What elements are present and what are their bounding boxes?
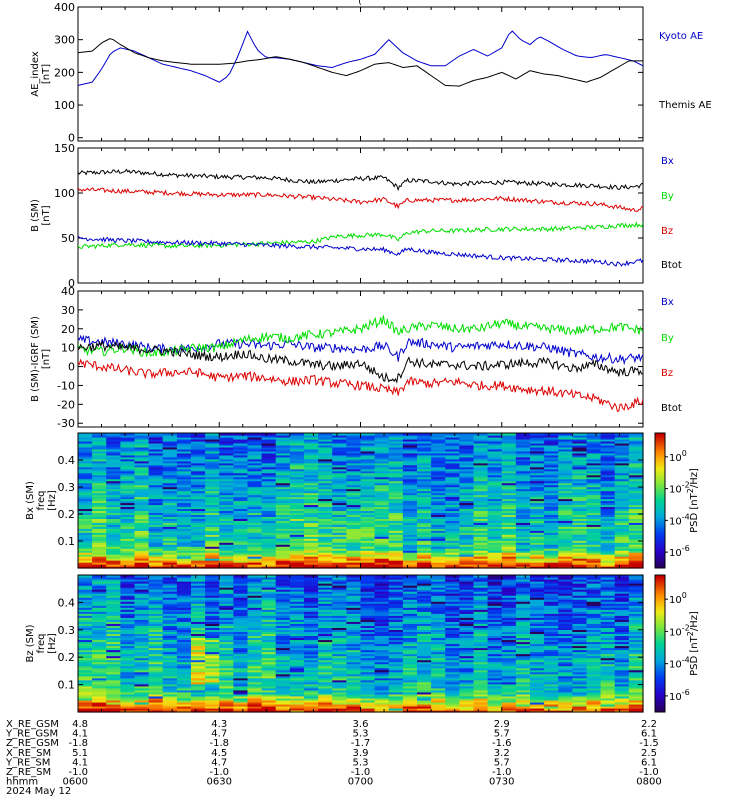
bsm-ylabel: [nT] <box>41 205 52 225</box>
title-fragment: ( <box>358 0 362 7</box>
bsm_igrf-series-bx-line <box>78 336 643 363</box>
bx_spec-ytick-label: 0.1 <box>58 535 76 548</box>
bsm-ytick-label: 100 <box>54 187 75 200</box>
bsm_igrf-ylabel: [nT] <box>41 349 52 369</box>
ae-series-kyoto-ae-line <box>78 31 643 85</box>
bx_spec-colorbar-label-text: PSD [nT <box>689 492 700 532</box>
bx_spec-colorbar-tick-base: 10 <box>669 516 682 527</box>
ae-ylabel: AE_index <box>30 51 41 97</box>
bx_spec-colorbar-tick-label: 10-4 <box>669 512 690 527</box>
legend-kyoto-ae: Kyoto AE <box>659 31 703 42</box>
bsm_igrf-ytick-label: 20 <box>61 323 75 336</box>
bx_spec-colorbar-tick-base: 10 <box>669 548 682 559</box>
bx_spec-colorbar-tick-base: 10 <box>669 453 682 464</box>
bsm-series-bx-line <box>78 169 643 189</box>
legend-bsm-bx: Bx <box>661 156 674 167</box>
ae-ytick-label: 300 <box>54 34 75 47</box>
legend-bsm-igrf-btot: Btot <box>661 403 682 414</box>
bx_spec-colorbar-tick-base: 10 <box>669 485 682 496</box>
ae-ytick-label: 400 <box>54 1 75 14</box>
ae-series-themis-ae-line <box>78 39 643 86</box>
bsm_igrf-ytick-label: 0 <box>68 361 75 374</box>
bx_spec-colorbar-label: PSD [nT2/Hz] <box>686 468 700 533</box>
bsm_igrf-frame <box>78 291 643 427</box>
bsm_igrf-ytick-label: -20 <box>57 398 75 411</box>
legend-themis-ae: Themis AE <box>658 100 712 111</box>
bsm_igrf-ytick-label: -10 <box>57 379 75 392</box>
legend-bsm-btot: Btot <box>661 260 682 271</box>
ae-ytick-label: 200 <box>54 66 75 79</box>
bsm_igrf-ytick-label: 10 <box>61 342 75 355</box>
bx_spec-ytick-label: 0.3 <box>58 481 76 494</box>
ae-ylabel: [nT] <box>41 64 52 84</box>
bx_spec-colorbar-tick-exp: -6 <box>682 544 690 553</box>
bx_spec-ylabel: [Hz] <box>47 490 58 511</box>
bx_spec-heatmap <box>78 433 644 569</box>
bsm_igrf-series-by-line <box>78 315 643 357</box>
bx_spec-ylabel: Bx (SM) <box>25 481 36 520</box>
ae-ytick-label: 100 <box>54 99 75 112</box>
bsm-series-by-line <box>78 188 643 212</box>
bx_spec-ylabel: freq <box>36 491 47 511</box>
bsm-ytick-label: 150 <box>54 142 75 155</box>
legend-bsm-by: By <box>661 191 674 202</box>
bx_spec-colorbar-tick-exp: 0 <box>682 449 687 458</box>
bx_spec-colorbar-label-tail: /Hz] <box>689 468 700 488</box>
bx_spec-ytick-label: 0.2 <box>58 508 76 521</box>
legend-bsm-igrf-bz: Bz <box>661 368 673 379</box>
bx_spec-ytick-label: 0.4 <box>58 454 76 467</box>
bx_spec-colorbar-tick-label: 10-6 <box>669 544 690 559</box>
bsm_igrf-ytick-label: -30 <box>57 417 75 430</box>
bsm-ylabel: B (SM) <box>30 199 41 232</box>
bz_spec-heatmap <box>78 575 644 713</box>
bsm_igrf-ylabel: B (SM)-IGRF (SM) <box>30 316 41 402</box>
bsm-series-bz-line <box>78 223 643 249</box>
bsm-series-btot-line <box>78 236 643 266</box>
bsm_igrf-ytick-label: 30 <box>61 304 75 317</box>
legend-bsm-igrf-bx: Bx <box>661 297 674 308</box>
bsm-frame <box>78 148 643 283</box>
bsm-ytick-label: 50 <box>61 232 75 245</box>
legend-bsm-igrf-by: By <box>661 333 674 344</box>
bsm_igrf-ytick-label: 40 <box>61 285 75 298</box>
ae-frame <box>78 7 643 141</box>
bx_spec-colorbar-tick-label: 100 <box>669 449 687 464</box>
legend-bsm-bz: Bz <box>661 226 673 237</box>
